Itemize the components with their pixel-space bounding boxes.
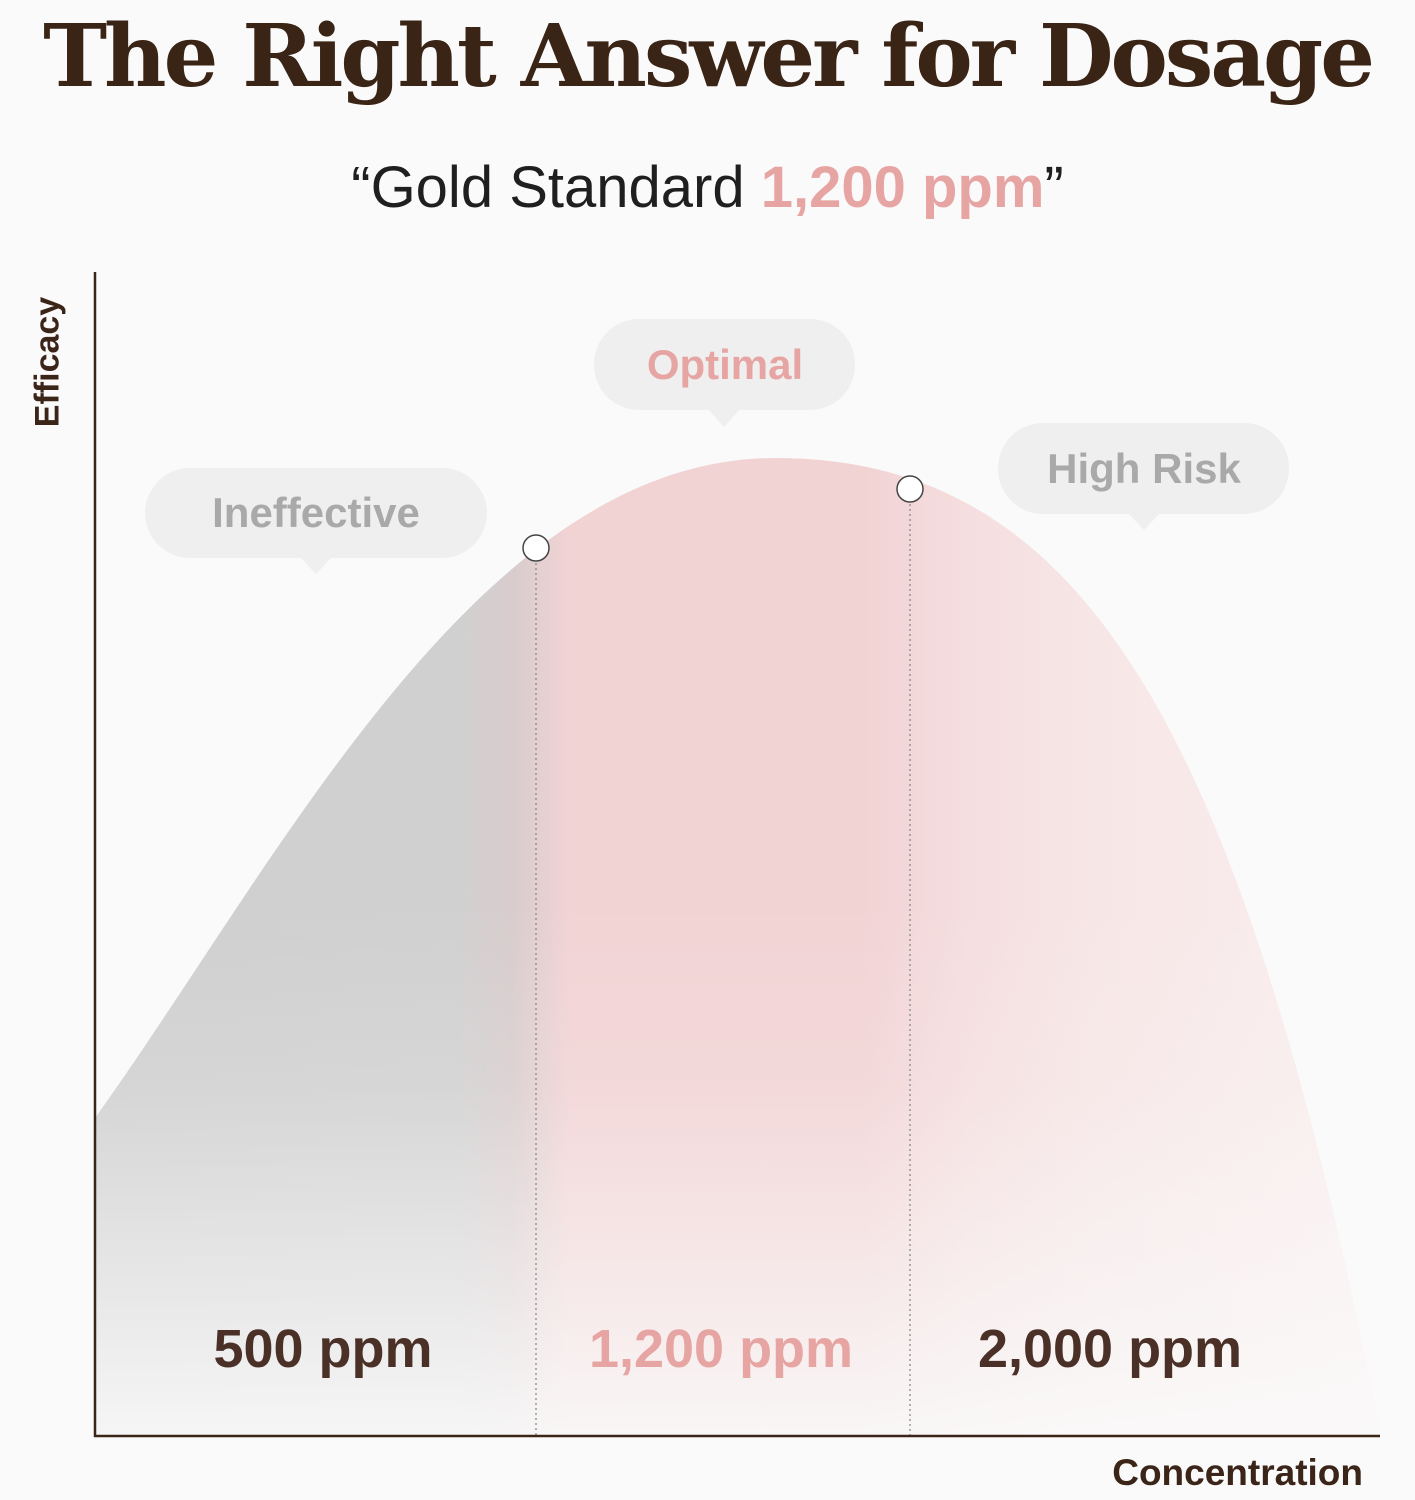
ineffective-bubble-tail: [300, 557, 332, 574]
marker-point-optimal-end: [896, 475, 924, 503]
zone-label-high-risk: High Risk: [1047, 445, 1241, 492]
area-bottom-fade: [95, 458, 1378, 1436]
x-axis-label: Concentration: [1112, 1452, 1363, 1493]
zone-label-ineffective: Ineffective: [212, 489, 420, 536]
marker-point-optimal-start: [522, 534, 550, 562]
zone-label-optimal: Optimal: [647, 341, 803, 388]
chart-subtitle: “Gold Standard 1,200 ppm”: [0, 152, 1415, 224]
ineffective-bubble-body: [145, 468, 487, 558]
high-risk-bubble-tail: [1128, 513, 1160, 530]
high-risk-bubble-body: [998, 423, 1289, 514]
chart-title: The Right Answer for Dosage: [43, 6, 1375, 107]
ineffective-bubble: Ineffective: [145, 468, 487, 574]
optimal-bubble-body: [594, 319, 855, 410]
efficacy-area: [95, 458, 1378, 1436]
subtitle-prefix: “Gold Standard: [351, 155, 761, 220]
subtitle-highlight: 1,200 ppm: [760, 155, 1045, 220]
optimal-bubble-tail: [708, 409, 740, 427]
optimal-bubble: Optimal: [594, 319, 855, 427]
zone-value-500: 500 ppm: [213, 1319, 432, 1379]
zone-value-1200: 1,200 ppm: [589, 1319, 853, 1379]
subtitle-suffix: ”: [1044, 155, 1064, 220]
zone-value-2000: 2,000 ppm: [978, 1319, 1242, 1379]
high-risk-bubble: High Risk: [998, 423, 1289, 530]
